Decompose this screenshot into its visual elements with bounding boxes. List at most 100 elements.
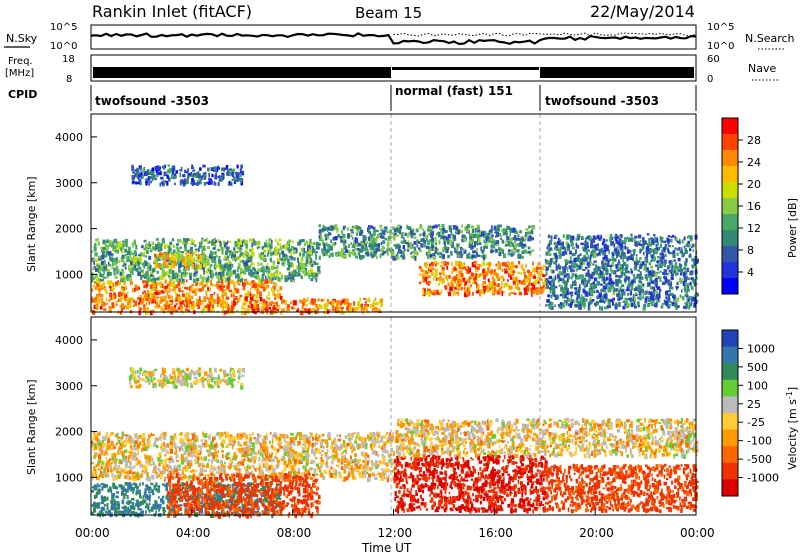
heatmap-cell [111, 494, 113, 499]
heatmap-cell [94, 273, 98, 279]
heatmap-cell [309, 301, 312, 305]
heatmap-cell [663, 240, 667, 244]
heatmap-cell [249, 269, 253, 273]
heatmap-cell [450, 242, 453, 245]
heatmap-cell [290, 248, 293, 251]
heatmap-cell [288, 265, 292, 268]
heatmap-cell [95, 268, 99, 272]
heatmap-cell [266, 280, 270, 283]
heatmap-cell [571, 274, 574, 278]
heatmap-cell [466, 285, 469, 289]
heatmap-cell [161, 257, 165, 262]
heatmap-cell [193, 172, 196, 176]
heatmap-cell [668, 286, 671, 290]
heatmap-cell [634, 235, 637, 239]
heatmap-cell [199, 179, 202, 185]
heatmap-cell [458, 263, 462, 268]
heatmap-cell [542, 286, 545, 291]
heatmap-cell [520, 272, 522, 275]
heatmap-cell [174, 173, 176, 176]
heatmap-cell [396, 251, 399, 256]
heatmap-cell [669, 251, 673, 255]
heatmap-cell [559, 294, 563, 297]
heatmap-cell [132, 299, 135, 302]
heatmap-cell [628, 270, 630, 274]
heatmap-cell [297, 273, 301, 276]
heatmap-cell [354, 244, 358, 247]
heatmap-cell [647, 273, 650, 278]
heatmap-cell [176, 243, 179, 246]
heatmap-cell [196, 259, 200, 263]
heatmap-cell [400, 240, 404, 244]
heatmap-cell [466, 228, 470, 233]
heatmap-cell [611, 270, 615, 274]
heatmap-cell [286, 267, 290, 270]
heatmap-cell [447, 239, 450, 244]
heatmap-cell [427, 275, 431, 279]
heatmap-cell [559, 272, 562, 276]
heatmap-cell [605, 299, 607, 302]
heatmap-cell [207, 241, 210, 244]
heatmap-cell [688, 298, 690, 302]
heatmap-cell [659, 264, 663, 269]
heatmap-cell [235, 274, 237, 279]
heatmap-cell [654, 297, 658, 300]
heatmap-cell [122, 292, 125, 296]
heatmap-cell [202, 276, 206, 279]
heatmap-cell [688, 295, 693, 300]
colorbar-block [722, 166, 738, 183]
colorbar-block [722, 278, 738, 295]
heatmap-cell [674, 247, 677, 250]
heatmap-cell [281, 308, 285, 313]
heatmap-cell [191, 173, 194, 178]
heatmap-cell [178, 267, 181, 273]
heatmap-cell [148, 255, 152, 260]
heatmap-cell [342, 310, 345, 315]
freq-tick-top: 18 [62, 54, 75, 65]
heatmap-cell [608, 249, 610, 255]
heatmap-cell [608, 259, 611, 262]
heatmap-cell [114, 276, 118, 279]
heatmap-cell [305, 263, 308, 267]
heatmap-cell [191, 306, 194, 310]
heatmap-cell [629, 282, 632, 287]
heatmap-cell [471, 273, 474, 277]
heatmap-cell [222, 306, 225, 309]
heatmap-cell [126, 297, 130, 301]
heatmap-cell [132, 181, 135, 184]
heatmap-cell [171, 263, 176, 269]
heatmap-cell [213, 167, 216, 172]
heatmap-cell [280, 274, 283, 280]
heatmap-cell [396, 244, 400, 248]
heatmap-cell [156, 253, 159, 257]
heatmap-cell [191, 240, 196, 243]
heatmap-cell [320, 299, 324, 302]
heatmap-cell [143, 274, 147, 278]
heatmap-cell [585, 250, 588, 255]
heatmap-cell [299, 270, 303, 273]
heatmap-cell [134, 483, 138, 489]
heatmap-cell [170, 307, 174, 312]
heatmap-cell [424, 244, 427, 248]
heatmap-cell [356, 306, 359, 311]
heatmap-cell [455, 260, 458, 266]
heatmap-cell [233, 254, 236, 258]
heatmap-cell [662, 240, 665, 244]
heatmap-cell [331, 303, 335, 307]
heatmap-cell [203, 177, 207, 180]
heatmap-cell [576, 267, 580, 270]
heatmap-cell [347, 243, 350, 248]
heatmap-cell [107, 280, 109, 285]
freq-strip-frame [90, 54, 697, 82]
heatmap-cell [142, 307, 147, 312]
heatmap-cell [612, 297, 615, 301]
heatmap-cell [461, 238, 465, 243]
heatmap-cell [630, 270, 633, 274]
heatmap-cell [124, 299, 127, 302]
heatmap-cell [560, 271, 563, 274]
heatmap-cell [150, 482, 154, 486]
heatmap-cell [170, 295, 173, 300]
heatmap-cell [154, 305, 158, 309]
heatmap-cell [441, 227, 446, 231]
heatmap-cell [563, 269, 566, 274]
